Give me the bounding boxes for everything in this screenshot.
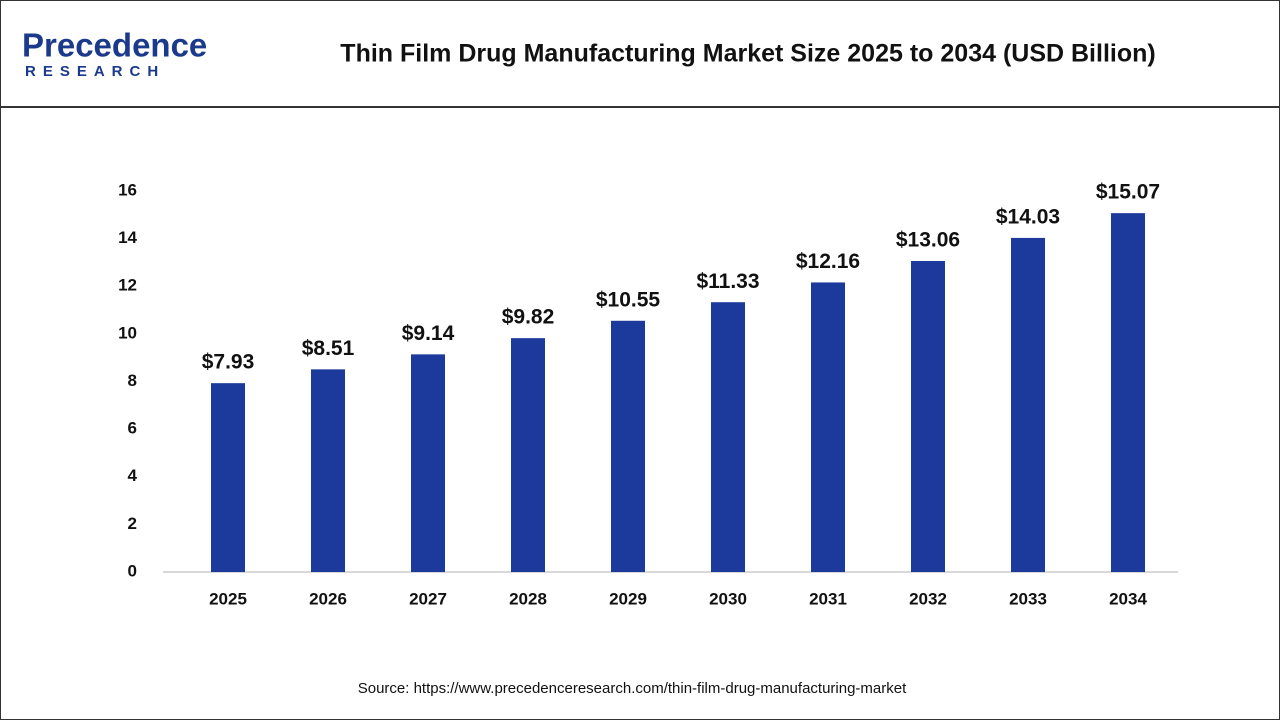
y-tick-label: 2	[128, 514, 137, 533]
y-tick-label: 16	[118, 180, 137, 199]
x-tick-label: 2028	[509, 589, 547, 608]
chart-title: Thin Film Drug Manufacturing Market Size…	[340, 40, 1155, 68]
value-label: $11.33	[696, 270, 759, 293]
bar	[511, 338, 545, 572]
value-label: $7.93	[202, 351, 255, 374]
y-tick-label: 0	[128, 561, 137, 580]
x-tick-label: 2031	[809, 589, 847, 608]
x-tick-label: 2025	[209, 589, 247, 608]
y-tick-label: 12	[118, 276, 137, 295]
value-label: $13.06	[896, 229, 960, 252]
y-tick-label: 4	[128, 466, 138, 485]
value-label: $9.82	[502, 306, 555, 329]
x-tick-label: 2033	[1009, 589, 1047, 608]
x-tick-label: 2029	[609, 589, 647, 608]
bar	[311, 369, 345, 572]
value-label: $10.55	[596, 288, 661, 311]
value-label: $12.16	[796, 250, 860, 273]
bar	[1111, 213, 1145, 572]
logo-tagline: RESEARCH	[25, 63, 165, 80]
logo-name: Precedence	[22, 27, 207, 64]
bar	[1011, 237, 1045, 572]
y-tick-label: 10	[118, 323, 137, 342]
bar	[911, 261, 945, 572]
value-label: $14.03	[996, 205, 1060, 228]
bar	[411, 354, 445, 572]
x-tick-label: 2030	[709, 589, 747, 608]
value-label: $9.14	[402, 322, 455, 345]
bar	[211, 383, 245, 572]
x-tick-label: 2032	[909, 589, 947, 608]
x-tick-label: 2027	[409, 589, 447, 608]
y-tick-label: 8	[128, 371, 137, 390]
bar	[811, 282, 845, 572]
source: Source: https://www.precedenceresearch.c…	[358, 680, 907, 697]
value-label: $8.51	[302, 337, 355, 360]
bar	[611, 320, 645, 572]
value-label: $15.07	[1096, 181, 1160, 204]
y-tick-label: 14	[118, 228, 137, 247]
x-tick-label: 2034	[1109, 589, 1147, 608]
bar	[711, 302, 745, 572]
x-tick-label: 2026	[309, 589, 347, 608]
y-tick-label: 6	[128, 419, 137, 438]
